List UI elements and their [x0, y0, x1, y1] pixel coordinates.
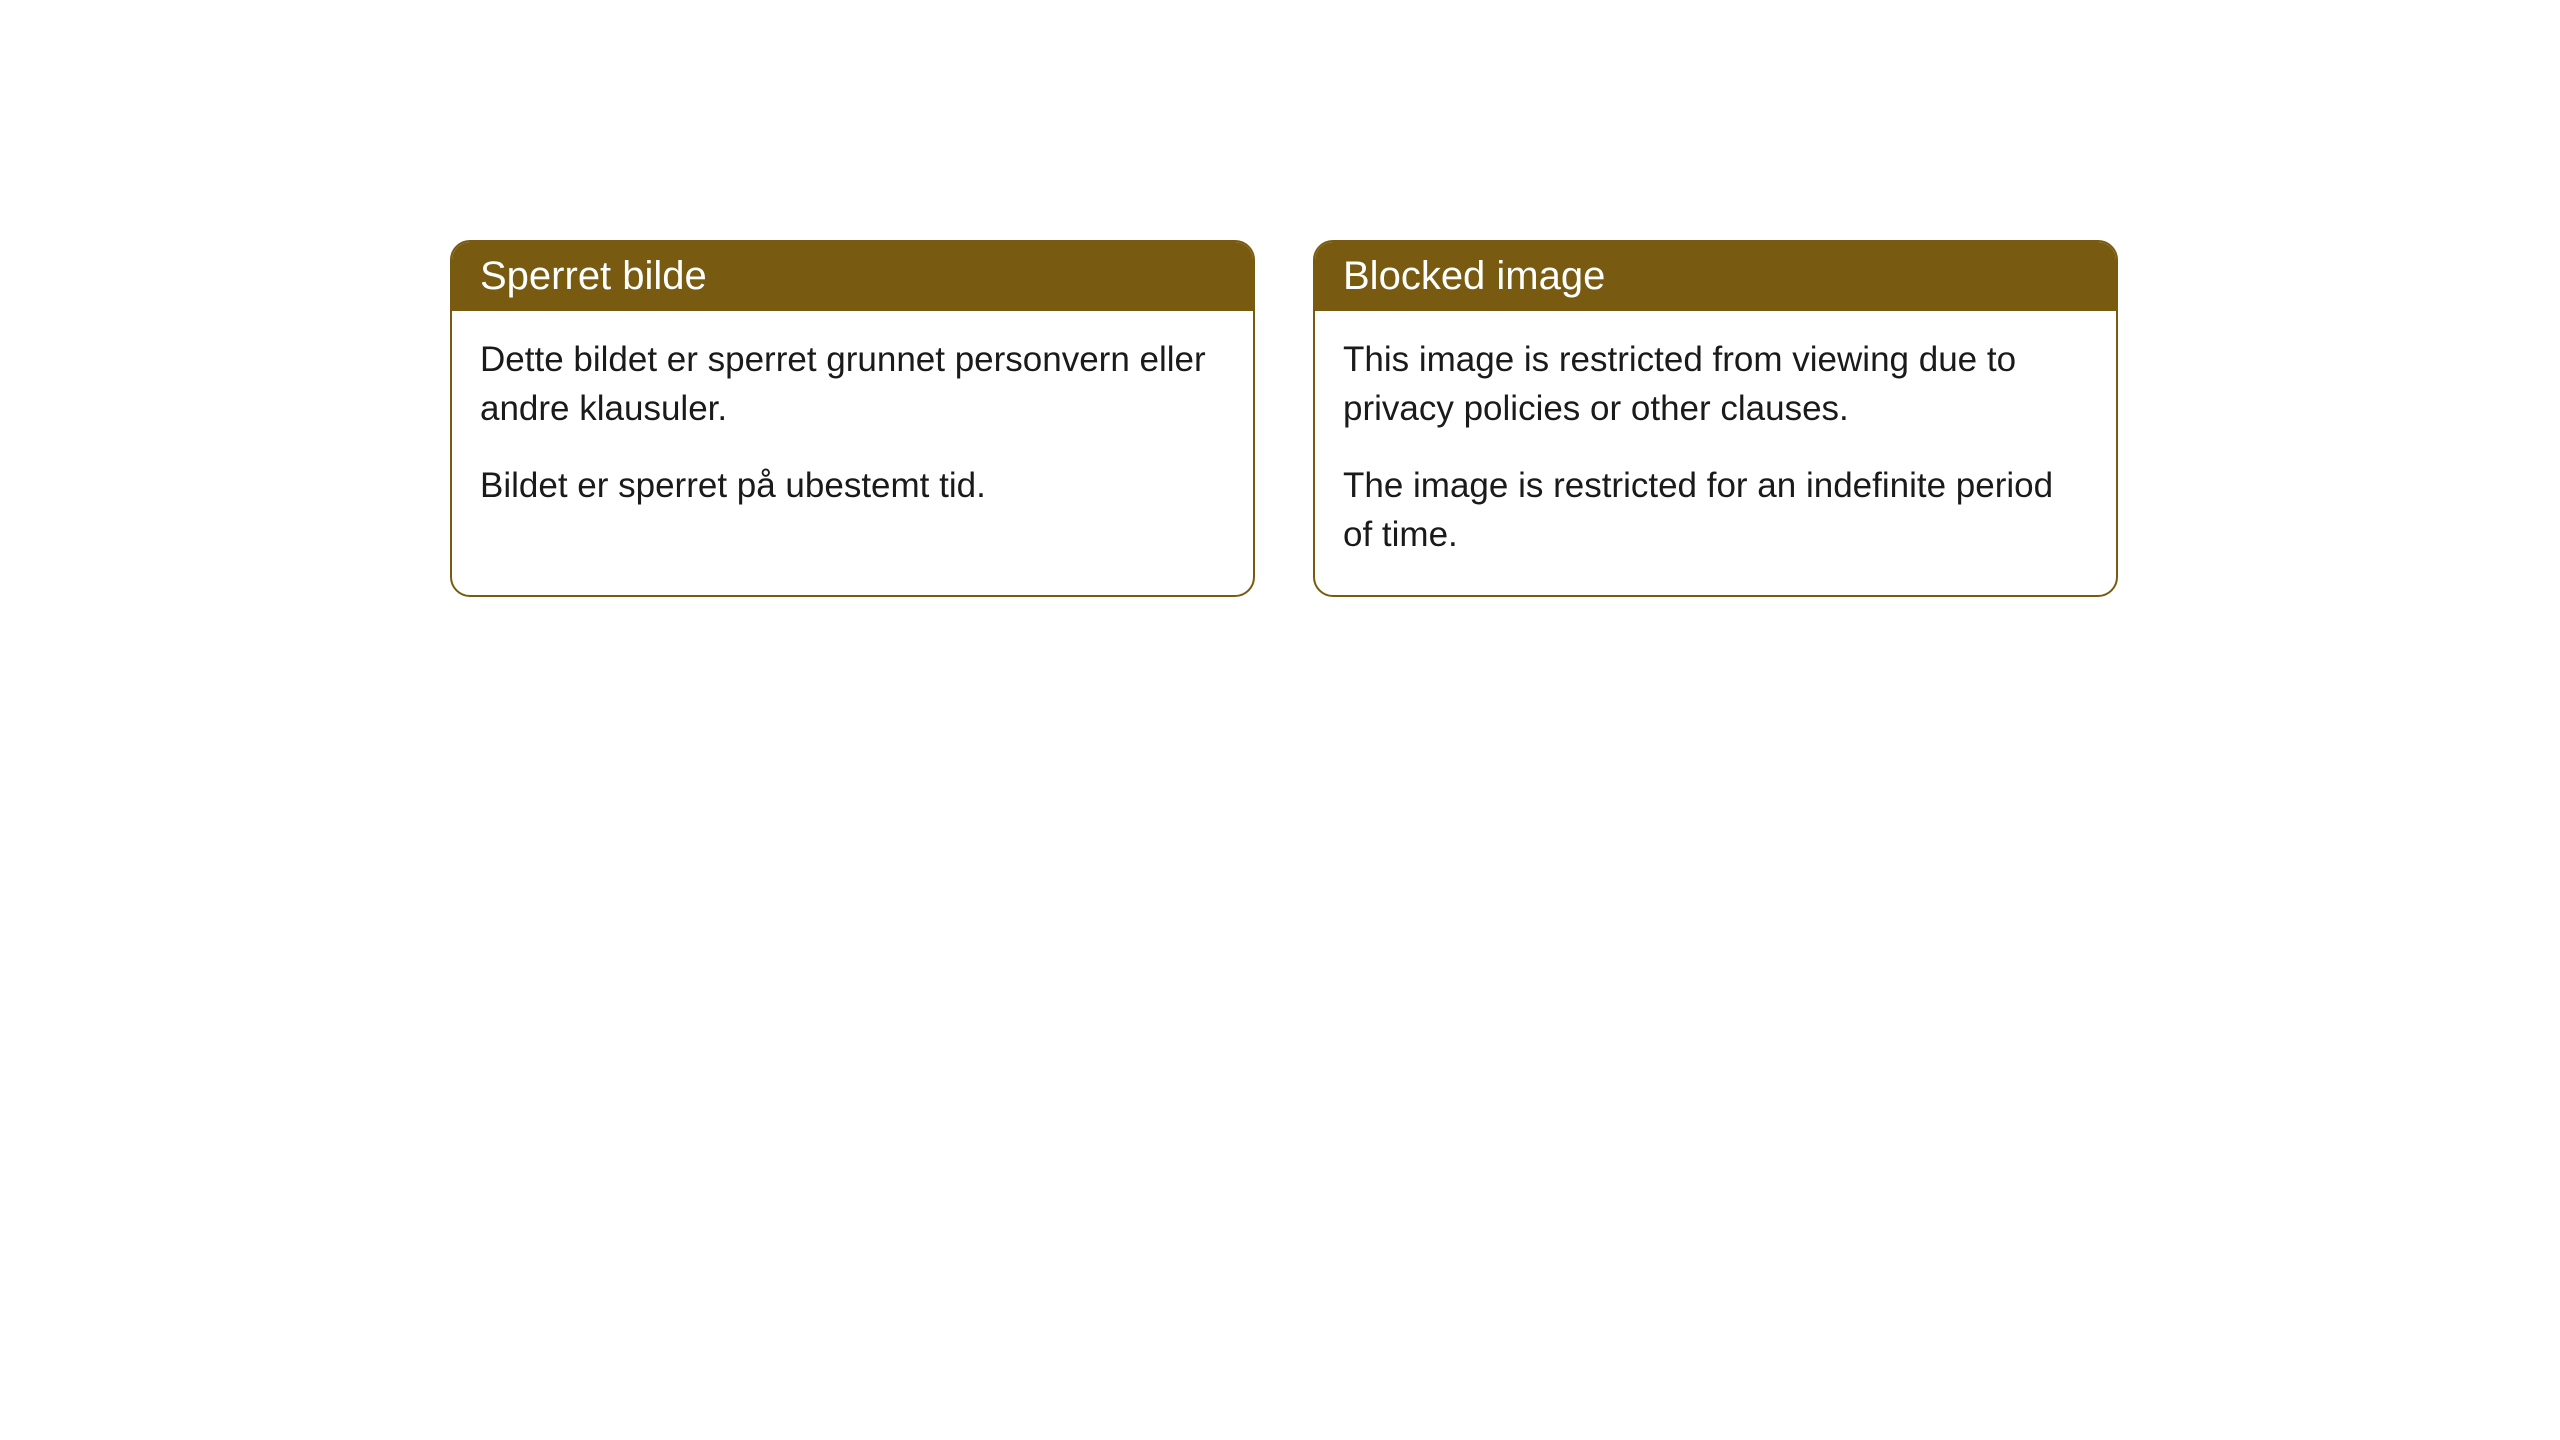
- card-header-norwegian: Sperret bilde: [452, 242, 1253, 311]
- card-text-1: Dette bildet er sperret grunnet personve…: [480, 335, 1225, 433]
- card-body-english: This image is restricted from viewing du…: [1315, 311, 2116, 595]
- card-text-1: This image is restricted from viewing du…: [1343, 335, 2088, 433]
- card-english: Blocked image This image is restricted f…: [1313, 240, 2118, 597]
- card-norwegian: Sperret bilde Dette bildet er sperret gr…: [450, 240, 1255, 597]
- card-header-english: Blocked image: [1315, 242, 2116, 311]
- card-text-2: Bildet er sperret på ubestemt tid.: [480, 461, 1225, 510]
- cards-container: Sperret bilde Dette bildet er sperret gr…: [450, 240, 2118, 597]
- card-text-2: The image is restricted for an indefinit…: [1343, 461, 2088, 559]
- card-body-norwegian: Dette bildet er sperret grunnet personve…: [452, 311, 1253, 546]
